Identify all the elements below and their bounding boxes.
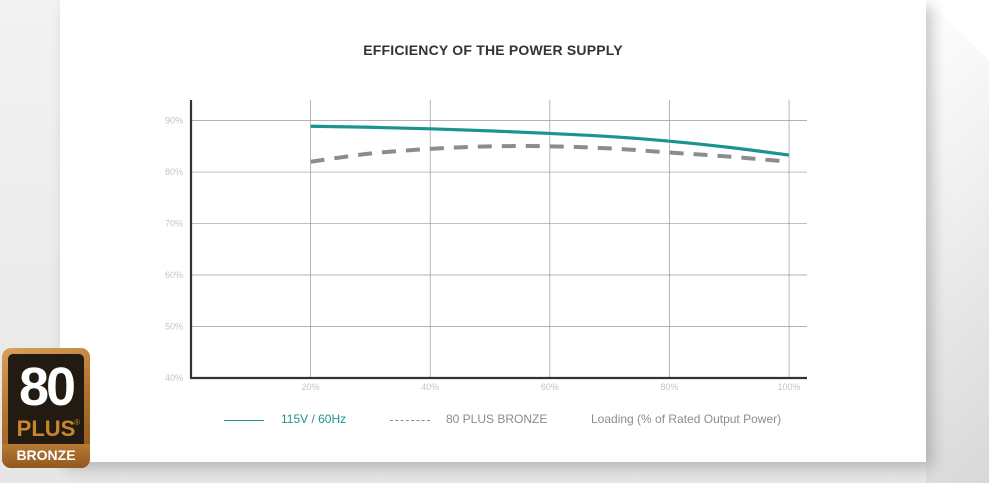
badge-inner: 80 PLUS ® BRONZE xyxy=(2,354,90,468)
y-tick-label: 50% xyxy=(165,322,183,332)
y-tick-label: 70% xyxy=(165,219,183,229)
y-tick-label: 80% xyxy=(165,167,183,177)
legend-swatch-solid xyxy=(224,420,264,421)
80-plus-bronze-badge: 80 PLUS ® BRONZE xyxy=(2,348,90,468)
legend-label-bronze: 80 PLUS BRONZE xyxy=(446,412,548,426)
legend-swatch-dashed xyxy=(390,420,430,421)
chart-title: EFFICIENCY OF THE POWER SUPPLY xyxy=(363,42,623,58)
x-tick-label: 100% xyxy=(778,382,801,392)
x-tick-label: 20% xyxy=(302,382,320,392)
y-tick-label: 90% xyxy=(165,116,183,126)
page-fold xyxy=(926,0,989,483)
badge-tier: BRONZE xyxy=(2,444,90,468)
series-line-115v xyxy=(310,124,790,157)
y-tick-label: 40% xyxy=(165,373,183,383)
legend-label-115v: 115V / 60Hz xyxy=(281,412,347,426)
chart-panel xyxy=(60,0,926,462)
x-axis-label: Loading (% of Rated Output Power) xyxy=(591,412,782,426)
badge-number: 80 xyxy=(18,357,76,417)
y-tick-label: 60% xyxy=(165,270,183,280)
badge-registered: ® xyxy=(74,418,80,427)
x-tick-label: 40% xyxy=(421,382,439,392)
x-tick-label: 80% xyxy=(660,382,678,392)
series-line-80plus-bronze xyxy=(310,144,790,164)
badge-plus: PLUS xyxy=(16,416,76,441)
x-tick-label: 60% xyxy=(541,382,559,392)
